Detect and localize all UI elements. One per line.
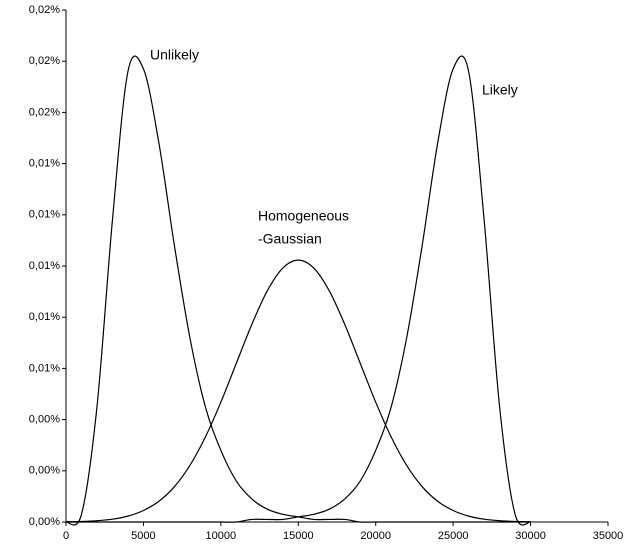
- series-line: [65, 259, 531, 523]
- annotation: Unlikely: [150, 47, 199, 63]
- y-tick-label: 0,01%: [29, 209, 60, 221]
- x-tick-label: 0: [63, 530, 69, 542]
- y-tick-label: 0,00%: [29, 465, 60, 477]
- y-tick-label: 0,01%: [29, 260, 60, 272]
- series-line: [65, 55, 531, 526]
- y-tick-label: 0,01%: [29, 311, 60, 323]
- series-line: [66, 55, 531, 526]
- y-tick-label: 0,01%: [29, 158, 60, 170]
- annotation: Homogeneous: [258, 208, 349, 224]
- y-tick-label: 0,01%: [29, 362, 60, 374]
- x-tick-label: 20000: [360, 530, 391, 542]
- annotation: -Gaussian: [258, 231, 322, 247]
- x-tick-label: 30000: [515, 530, 546, 542]
- y-tick-label: 0,00%: [29, 516, 60, 528]
- y-tick-label: 0,02%: [29, 4, 60, 16]
- y-tick-label: 0,02%: [29, 106, 60, 118]
- annotation: Likely: [482, 82, 518, 98]
- x-tick-label: 35000: [593, 530, 624, 542]
- y-tick-label: 0,02%: [29, 55, 60, 67]
- y-tick-label: 0,00%: [29, 414, 60, 426]
- x-tick-label: 15000: [283, 530, 314, 542]
- x-tick-label: 10000: [206, 530, 237, 542]
- x-tick-label: 5000: [131, 530, 155, 542]
- x-tick-label: 25000: [438, 530, 469, 542]
